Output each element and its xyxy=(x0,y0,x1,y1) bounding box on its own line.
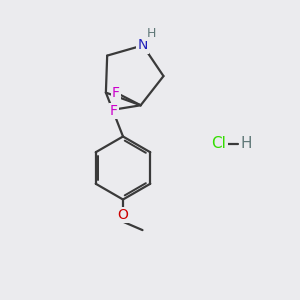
Text: H: H xyxy=(146,28,156,40)
Text: N: N xyxy=(138,38,148,52)
Text: H: H xyxy=(240,136,252,152)
Text: F: F xyxy=(110,104,118,118)
Text: O: O xyxy=(118,208,128,222)
Text: Cl: Cl xyxy=(212,136,226,152)
Text: F: F xyxy=(112,86,120,100)
